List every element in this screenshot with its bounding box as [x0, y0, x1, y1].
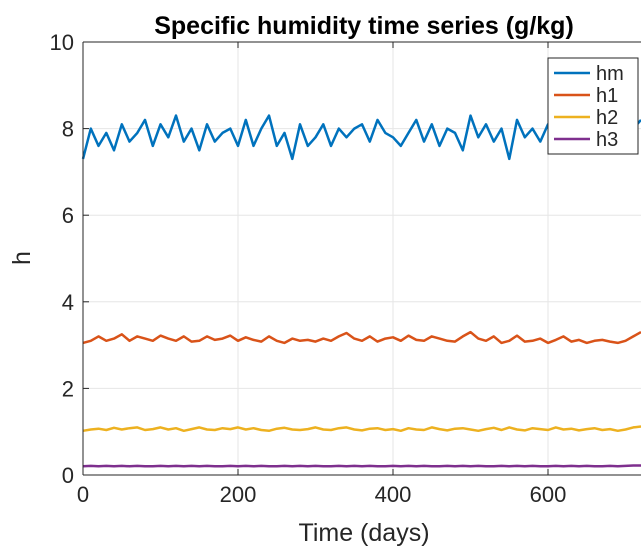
y-axis-label: h: [8, 251, 36, 265]
axes: [82, 41, 641, 476]
series-line-h2: [82, 425, 641, 433]
y-tick-label: 2: [62, 376, 74, 401]
y-tick-label: 4: [62, 290, 74, 315]
series-line-h3: [82, 464, 641, 468]
x-tick-label: 600: [530, 482, 567, 507]
y-tick-label: 8: [62, 117, 74, 142]
legend-label-h1: h1: [596, 85, 618, 107]
x-tick-label: 0: [77, 482, 89, 507]
chart-title: Specific humidity time series (g/kg): [154, 12, 574, 40]
legend-label-h2: h2: [596, 107, 618, 129]
x-tick-label: 400: [375, 482, 412, 507]
tick-labels: 0 200 400 600 0 2 4 6 8 10: [50, 30, 567, 507]
y-tick-label: 10: [50, 30, 74, 55]
x-axis-label: Time (days): [298, 519, 429, 547]
series-line-h1: [82, 330, 641, 345]
x-tick-label: 200: [220, 482, 257, 507]
legend-label-h3: h3: [596, 129, 618, 151]
legend-label-hm: hm: [596, 63, 624, 85]
y-tick-label: 6: [62, 203, 74, 228]
y-tick-label: 0: [62, 463, 74, 488]
